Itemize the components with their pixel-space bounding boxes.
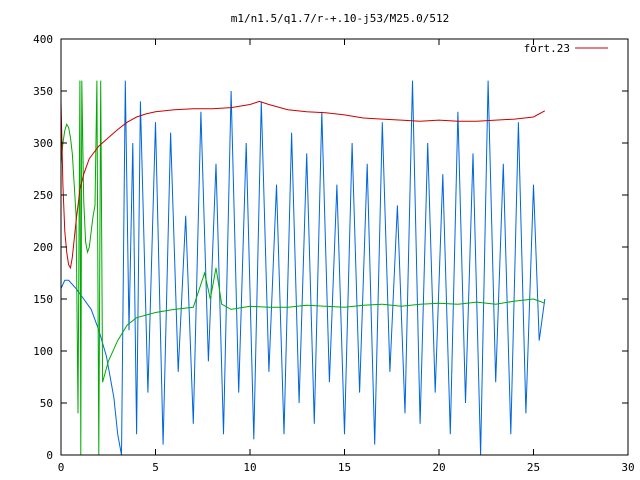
- chart-title: m1/n1.5/q1.7/r-+.10-j53/M25.0/512: [231, 12, 450, 25]
- y-tick-label: 400: [33, 33, 53, 46]
- series-line-1: [61, 80, 545, 455]
- legend-label: fort.23: [524, 42, 570, 55]
- x-tick-label: 15: [338, 461, 351, 474]
- y-tick-label: 100: [33, 345, 53, 358]
- series-line-2: [61, 80, 546, 455]
- y-tick-label: 50: [40, 397, 53, 410]
- legend: fort.23: [524, 42, 608, 55]
- plot-frame: [60, 38, 629, 456]
- x-axis: 0 5 10 15 20 25 30: [58, 39, 635, 474]
- y-tick-label: 150: [33, 293, 53, 306]
- x-tick-label: 5: [152, 461, 159, 474]
- plot-area: [61, 80, 546, 455]
- y-tick-label: 0: [46, 449, 53, 462]
- y-tick-label: 300: [33, 137, 53, 150]
- y-tick-label: 200: [33, 241, 53, 254]
- x-tick-label: 0: [58, 461, 65, 474]
- y-axis: 0 50 100 150 200 250 300 350 400: [33, 33, 628, 462]
- y-tick-label: 350: [33, 85, 53, 98]
- series-line-0: [61, 100, 546, 270]
- x-tick-label: 30: [621, 461, 634, 474]
- x-tick-label: 20: [432, 461, 445, 474]
- x-tick-label: 25: [527, 461, 540, 474]
- series-layer: [61, 80, 546, 455]
- x-tick-label: 10: [243, 461, 256, 474]
- y-tick-label: 250: [33, 189, 53, 202]
